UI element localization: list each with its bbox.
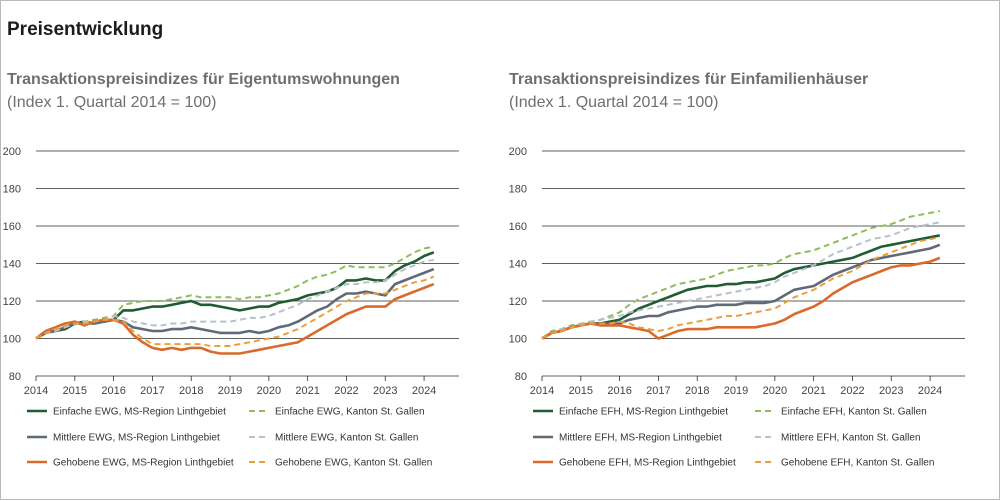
x-tick-label: 2016 xyxy=(101,385,125,397)
chart-title: Transaktionspreisindizes für Einfamilien… xyxy=(509,71,869,88)
x-tick-label: 2022 xyxy=(334,385,358,397)
x-tick-label: 2023 xyxy=(373,385,397,397)
series-line-1 xyxy=(541,234,941,340)
legend-label: Einfache EWG, MS-Region Linthgebiet xyxy=(53,407,226,418)
x-tick-label: 2023 xyxy=(879,385,903,397)
x-tick-label: 2019 xyxy=(724,385,748,397)
y-tick-label: 180 xyxy=(3,184,21,196)
y-tick-label: 180 xyxy=(509,184,527,196)
series-line-3 xyxy=(35,267,435,340)
legend-label: Einfache EFH, Kanton St. Gallen xyxy=(781,407,927,418)
series-line-5 xyxy=(541,256,941,340)
legend-label: Einfache EFH, MS-Region Linthgebiet xyxy=(559,407,728,418)
x-tick-label: 2014 xyxy=(530,385,554,397)
legend-label: Einfache EWG, Kanton St. Gallen xyxy=(275,407,425,418)
legend-label: Gehobene EFH, MS-Region Linthgebiet xyxy=(559,458,736,469)
x-tick-label: 2024 xyxy=(918,385,942,397)
series-line-4 xyxy=(35,258,434,340)
x-tick-label: 2018 xyxy=(685,385,709,397)
chart-subtitle: (Index 1. Quartal 2014 = 100) xyxy=(509,94,719,111)
x-tick-label: 2024 xyxy=(412,385,436,397)
series-line-6 xyxy=(35,275,435,347)
y-tick-label: 80 xyxy=(9,371,21,383)
chart-title: Transaktionspreisindizes für Eigentumswo… xyxy=(7,71,400,88)
y-tick-label: 140 xyxy=(3,259,21,271)
series-line-6 xyxy=(541,236,940,340)
y-tick-label: 120 xyxy=(509,296,527,308)
x-tick-label: 2020 xyxy=(257,385,281,397)
chart-panel-einfamilienhaeuser: 80 100 120 140 160 180 200 2014 2015 2016 2017 2018… xyxy=(507,69,977,489)
chart-panel-eigentumswohnungen: 80 100 120 140 160 180 200 2014 2015 2016 2017 2018… xyxy=(1,69,471,489)
x-tick-label: 2016 xyxy=(607,385,631,397)
page-title: Preisentwicklung xyxy=(7,19,164,40)
x-tick-label: 2022 xyxy=(840,385,864,397)
y-tick-label: 200 xyxy=(509,146,527,158)
series-line-5 xyxy=(35,282,435,355)
y-tick-label: 120 xyxy=(3,296,21,308)
y-tick-label: 100 xyxy=(509,334,527,346)
series-line-4 xyxy=(541,221,940,340)
legend-label: Gehobene EWG, MS-Region Linthgebiet xyxy=(53,458,234,469)
x-tick-label: 2017 xyxy=(646,385,670,397)
chart-einfamilienhaeuser: 80 100 120 140 160 180 200 2014 2015 2016 2017 2018… xyxy=(509,146,965,469)
series-line-2 xyxy=(35,245,434,340)
chart-subtitle: (Index 1. Quartal 2014 = 100) xyxy=(7,94,217,111)
legend-label: Gehobene EWG, Kanton St. Gallen xyxy=(275,458,432,469)
x-tick-label: 2015 xyxy=(63,385,87,397)
x-tick-label: 2015 xyxy=(569,385,593,397)
series-line-2 xyxy=(541,210,940,340)
legend-label: Mittlere EFH, Kanton St. Gallen xyxy=(781,433,921,444)
y-tick-label: 140 xyxy=(509,259,527,271)
legend-label: Mittlere EFH, MS-Region Linthgebiet xyxy=(559,433,722,444)
y-tick-label: 160 xyxy=(509,221,527,233)
y-tick-label: 200 xyxy=(3,146,21,158)
series-line-1 xyxy=(35,251,435,340)
x-tick-label: 2019 xyxy=(218,385,242,397)
y-tick-label: 160 xyxy=(3,221,21,233)
x-tick-label: 2021 xyxy=(295,385,319,397)
x-tick-label: 2021 xyxy=(801,385,825,397)
y-tick-label: 80 xyxy=(515,371,527,383)
x-tick-label: 2018 xyxy=(179,385,203,397)
x-tick-label: 2017 xyxy=(140,385,164,397)
x-tick-label: 2020 xyxy=(763,385,787,397)
legend-label: Gehobene EFH, Kanton St. Gallen xyxy=(781,458,934,469)
legend-label: Mittlere EWG, Kanton St. Gallen xyxy=(275,433,418,444)
y-tick-label: 100 xyxy=(3,334,21,346)
legend-label: Mittlere EWG, MS-Region Linthgebiet xyxy=(53,433,220,444)
chart-eigentumswohnungen: 80 100 120 140 160 180 200 2014 2015 2016 2017 2018… xyxy=(3,146,459,469)
x-tick-label: 2014 xyxy=(24,385,48,397)
